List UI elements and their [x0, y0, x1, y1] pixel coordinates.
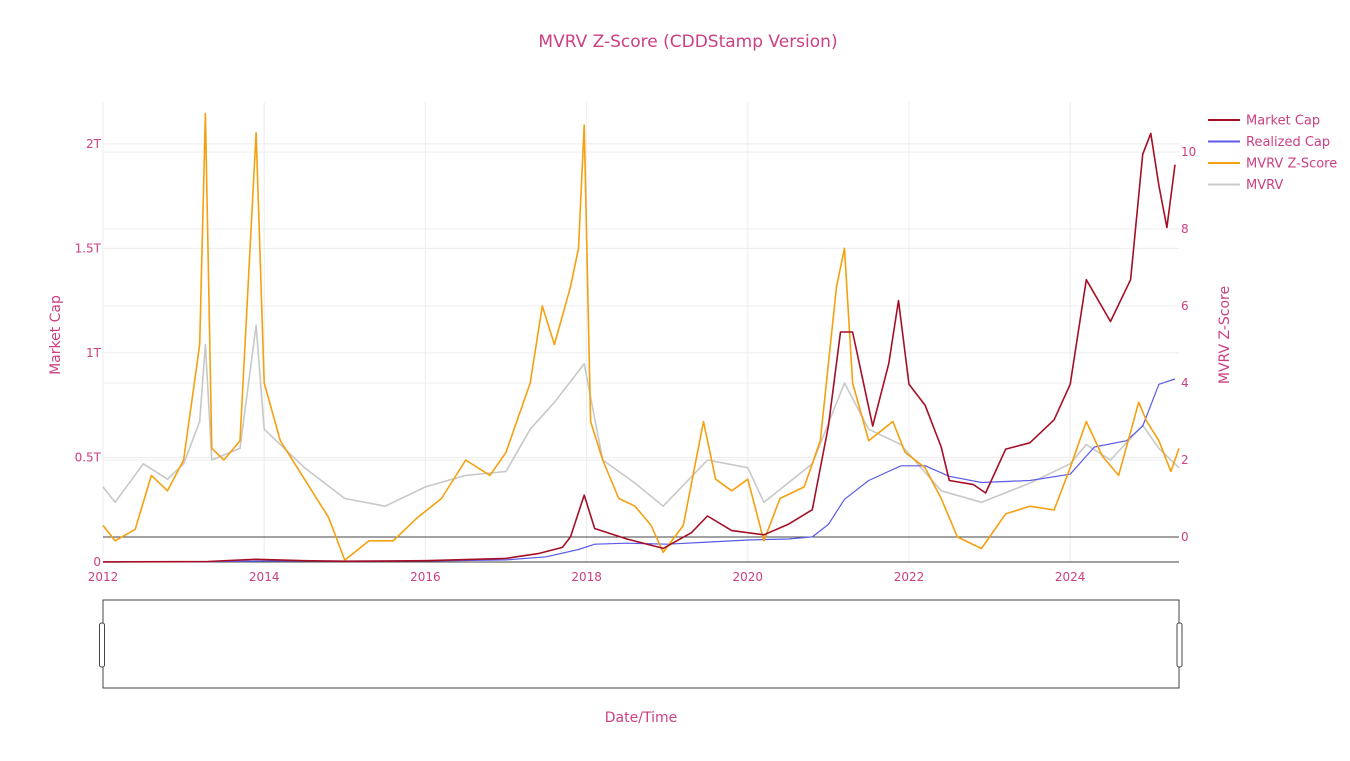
y-right-tick-label: 4 — [1181, 376, 1189, 390]
y-left-tick-label: 1T — [86, 346, 102, 360]
x-tick-label: 2020 — [733, 570, 764, 584]
y-right-tick-label: 8 — [1181, 222, 1189, 236]
y-left-tick-label: 2T — [86, 137, 102, 151]
range-slider-right-handle[interactable] — [1176, 622, 1183, 668]
legend-label-realized-cap[interactable]: Realized Cap — [1246, 135, 1330, 150]
x-tick-label: 2012 — [88, 570, 119, 584]
y-right-tick-label: 2 — [1181, 453, 1189, 467]
x-tick-label: 2016 — [410, 570, 441, 584]
grid-lines — [102, 102, 1179, 562]
range-slider[interactable] — [99, 599, 1183, 689]
legend-label-mvrv-z-score[interactable]: MVRV Z-Score — [1246, 157, 1337, 172]
y-right-tick-label: 6 — [1181, 299, 1189, 313]
x-tick-label: 2022 — [894, 570, 925, 584]
legend[interactable]: Market Cap Realized Cap MVRV Z-Score MVRV — [1208, 114, 1337, 194]
range-slider-track[interactable] — [102, 599, 1180, 689]
series-line-market-cap[interactable] — [102, 132, 1176, 563]
series-line-mvrv[interactable] — [102, 324, 1180, 508]
y-left-tick-label: 0 — [93, 555, 101, 569]
x-tick-label: 2018 — [571, 570, 602, 584]
y-axis-right-ticks: 0 2 4 6 8 10 — [1181, 145, 1196, 544]
series-layer[interactable] — [102, 112, 1180, 563]
y-axis-left-ticks: 0 0.5T 1T 1.5T 2T — [75, 137, 102, 569]
range-slider-left-handle[interactable] — [99, 622, 105, 668]
series-line-realized-cap[interactable] — [102, 378, 1176, 563]
legend-label-mvrv[interactable]: MVRV — [1246, 178, 1283, 193]
series-line-mvrv-z-score[interactable] — [102, 112, 1180, 561]
y-axis-left-title: Market Cap — [48, 295, 64, 375]
y-axis-right-title: MVRV Z-Score — [1217, 286, 1233, 384]
y-left-tick-label: 1.5T — [75, 241, 102, 255]
x-axis-ticks: 2012 2014 2016 2018 2020 2022 2024 — [88, 570, 1086, 584]
y-left-tick-label: 0.5T — [75, 450, 102, 464]
legend-label-market-cap[interactable]: Market Cap — [1246, 114, 1320, 129]
x-tick-label: 2014 — [249, 570, 280, 584]
x-tick-label: 2024 — [1055, 570, 1086, 584]
y-right-tick-label: 10 — [1181, 145, 1196, 159]
x-axis-title: Date/Time — [605, 710, 677, 726]
zero-lines — [103, 536, 1179, 563]
chart-title: MVRV Z-Score (CDDStamp Version) — [538, 32, 837, 52]
y-right-tick-label: 0 — [1181, 530, 1189, 544]
